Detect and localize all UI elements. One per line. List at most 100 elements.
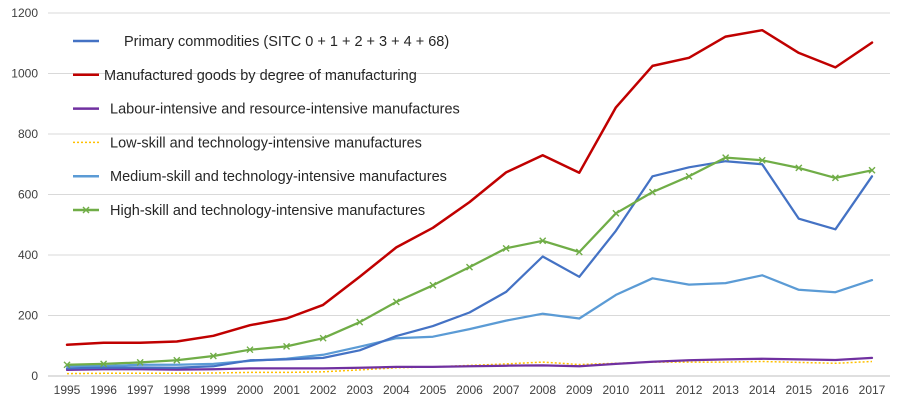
x-tick-label: 2004 bbox=[383, 383, 410, 397]
x-tick-label: 2006 bbox=[456, 383, 483, 397]
marker-stroke bbox=[868, 166, 876, 174]
data-point-marker bbox=[283, 342, 291, 350]
marker-stroke bbox=[539, 237, 547, 245]
x-tick-label: 1997 bbox=[127, 383, 154, 397]
marker-stroke bbox=[246, 346, 254, 354]
legend-item: Low-skill and technology-intensive manuf… bbox=[73, 135, 422, 151]
legend: Primary commodities (SITC 0 + 1 + 2 + 3 … bbox=[73, 34, 460, 219]
x-tick-label: 1996 bbox=[90, 383, 117, 397]
y-tick-label: 200 bbox=[18, 309, 38, 323]
x-tick-label: 2017 bbox=[859, 383, 886, 397]
x-axis-tick-labels: 1995 1996 1997 1998 1999 2000 2001 2002 2003 2004… bbox=[54, 383, 886, 397]
data-point-marker bbox=[100, 360, 108, 368]
legend-item: Primary commodities (SITC 0 + 1 + 2 + 3 … bbox=[73, 34, 449, 50]
marker-stroke bbox=[758, 156, 766, 164]
marker-stroke bbox=[795, 164, 803, 172]
data-point-marker bbox=[831, 174, 839, 182]
data-point-marker bbox=[575, 248, 583, 256]
legend-item: Labour-intensive and resource-intensive … bbox=[73, 102, 460, 118]
marker-stroke bbox=[575, 248, 583, 256]
x-tick-label: 2000 bbox=[237, 383, 264, 397]
data-point-marker bbox=[173, 356, 181, 364]
y-tick-label: 600 bbox=[18, 188, 38, 202]
x-tick-label: 2005 bbox=[420, 383, 447, 397]
data-point-marker bbox=[429, 281, 437, 289]
legend-label: Manufactured goods by degree of manufact… bbox=[104, 68, 417, 84]
data-point-marker bbox=[356, 318, 364, 326]
legend-label: Primary commodities (SITC 0 + 1 + 2 + 3 … bbox=[124, 34, 449, 50]
x-tick-label: 2016 bbox=[822, 383, 849, 397]
series-lines bbox=[63, 28, 876, 375]
data-point-marker bbox=[209, 352, 217, 360]
data-point-marker bbox=[63, 361, 71, 369]
marker-stroke bbox=[283, 342, 291, 350]
marker-stroke bbox=[612, 209, 620, 217]
marker-stroke bbox=[722, 154, 730, 162]
x-tick-label: 2015 bbox=[785, 383, 812, 397]
x-tick-label: 2003 bbox=[346, 383, 373, 397]
y-tick-label: 1000 bbox=[11, 67, 38, 81]
y-tick-label: 0 bbox=[31, 369, 38, 383]
data-point-marker bbox=[685, 172, 693, 180]
data-point-marker bbox=[319, 334, 327, 342]
legend-label: Low-skill and technology-intensive manuf… bbox=[110, 135, 422, 151]
marker-stroke bbox=[392, 298, 400, 306]
y-tick-label: 400 bbox=[18, 248, 38, 262]
marker-stroke bbox=[63, 361, 71, 369]
gridlines bbox=[48, 12, 890, 377]
marker-stroke bbox=[100, 360, 108, 368]
series-line bbox=[65, 274, 874, 368]
series-line bbox=[65, 156, 874, 366]
data-point-marker bbox=[612, 209, 620, 217]
data-point-marker bbox=[648, 188, 656, 196]
marker-stroke bbox=[648, 188, 656, 196]
marker-stroke bbox=[173, 356, 181, 364]
x-tick-label: 2001 bbox=[273, 383, 300, 397]
marker-stroke bbox=[831, 174, 839, 182]
y-tick-label: 800 bbox=[18, 127, 38, 141]
x-tick-label: 2013 bbox=[712, 383, 739, 397]
y-tick-label: 1200 bbox=[11, 6, 38, 20]
series-line bbox=[65, 356, 874, 372]
data-point-marker bbox=[392, 298, 400, 306]
data-point-marker bbox=[868, 166, 876, 174]
data-point-marker bbox=[136, 358, 144, 366]
marker-stroke bbox=[466, 263, 473, 271]
legend-label: Medium-skill and technology-intensive ma… bbox=[110, 169, 447, 185]
legend-label: High-skill and technology-intensive manu… bbox=[110, 203, 425, 219]
data-point-marker bbox=[722, 154, 730, 162]
x-tick-label: 2014 bbox=[749, 383, 776, 397]
x-tick-label: 2011 bbox=[640, 383, 666, 397]
x-tick-label: 2008 bbox=[529, 383, 556, 397]
x-tick-label: 2012 bbox=[676, 383, 703, 397]
legend-label: Labour-intensive and resource-intensive … bbox=[110, 102, 460, 118]
series-line bbox=[65, 28, 874, 347]
marker-stroke bbox=[502, 244, 510, 252]
x-tick-label: 1998 bbox=[163, 383, 190, 397]
y-axis-tick-labels: 0 200 400 600 800 1000 1200 bbox=[11, 6, 38, 383]
x-tick-label: 2009 bbox=[566, 383, 593, 397]
x-tick-label: 2007 bbox=[493, 383, 520, 397]
x-tick-label: 2002 bbox=[310, 383, 337, 397]
x-tick-label: 1995 bbox=[54, 383, 81, 397]
data-point-marker bbox=[539, 237, 547, 245]
data-point-marker bbox=[246, 346, 254, 354]
data-point-marker bbox=[795, 164, 803, 172]
x-tick-label: 2010 bbox=[603, 383, 630, 397]
legend-item: Medium-skill and technology-intensive ma… bbox=[73, 169, 447, 185]
data-point-marker bbox=[466, 263, 473, 271]
marker-stroke bbox=[136, 358, 144, 366]
marker-stroke bbox=[319, 334, 327, 342]
x-tick-label: 1999 bbox=[200, 383, 227, 397]
legend-item: High-skill and technology-intensive manu… bbox=[73, 203, 425, 219]
data-point-marker bbox=[758, 156, 766, 164]
marker-stroke bbox=[429, 281, 437, 289]
marker-stroke bbox=[209, 352, 217, 360]
legend-marker bbox=[82, 206, 90, 214]
marker-stroke bbox=[356, 318, 364, 326]
series-line bbox=[65, 160, 874, 370]
data-point-marker bbox=[502, 244, 510, 252]
marker-stroke bbox=[685, 172, 693, 180]
legend-item: Manufactured goods by degree of manufact… bbox=[73, 68, 417, 84]
